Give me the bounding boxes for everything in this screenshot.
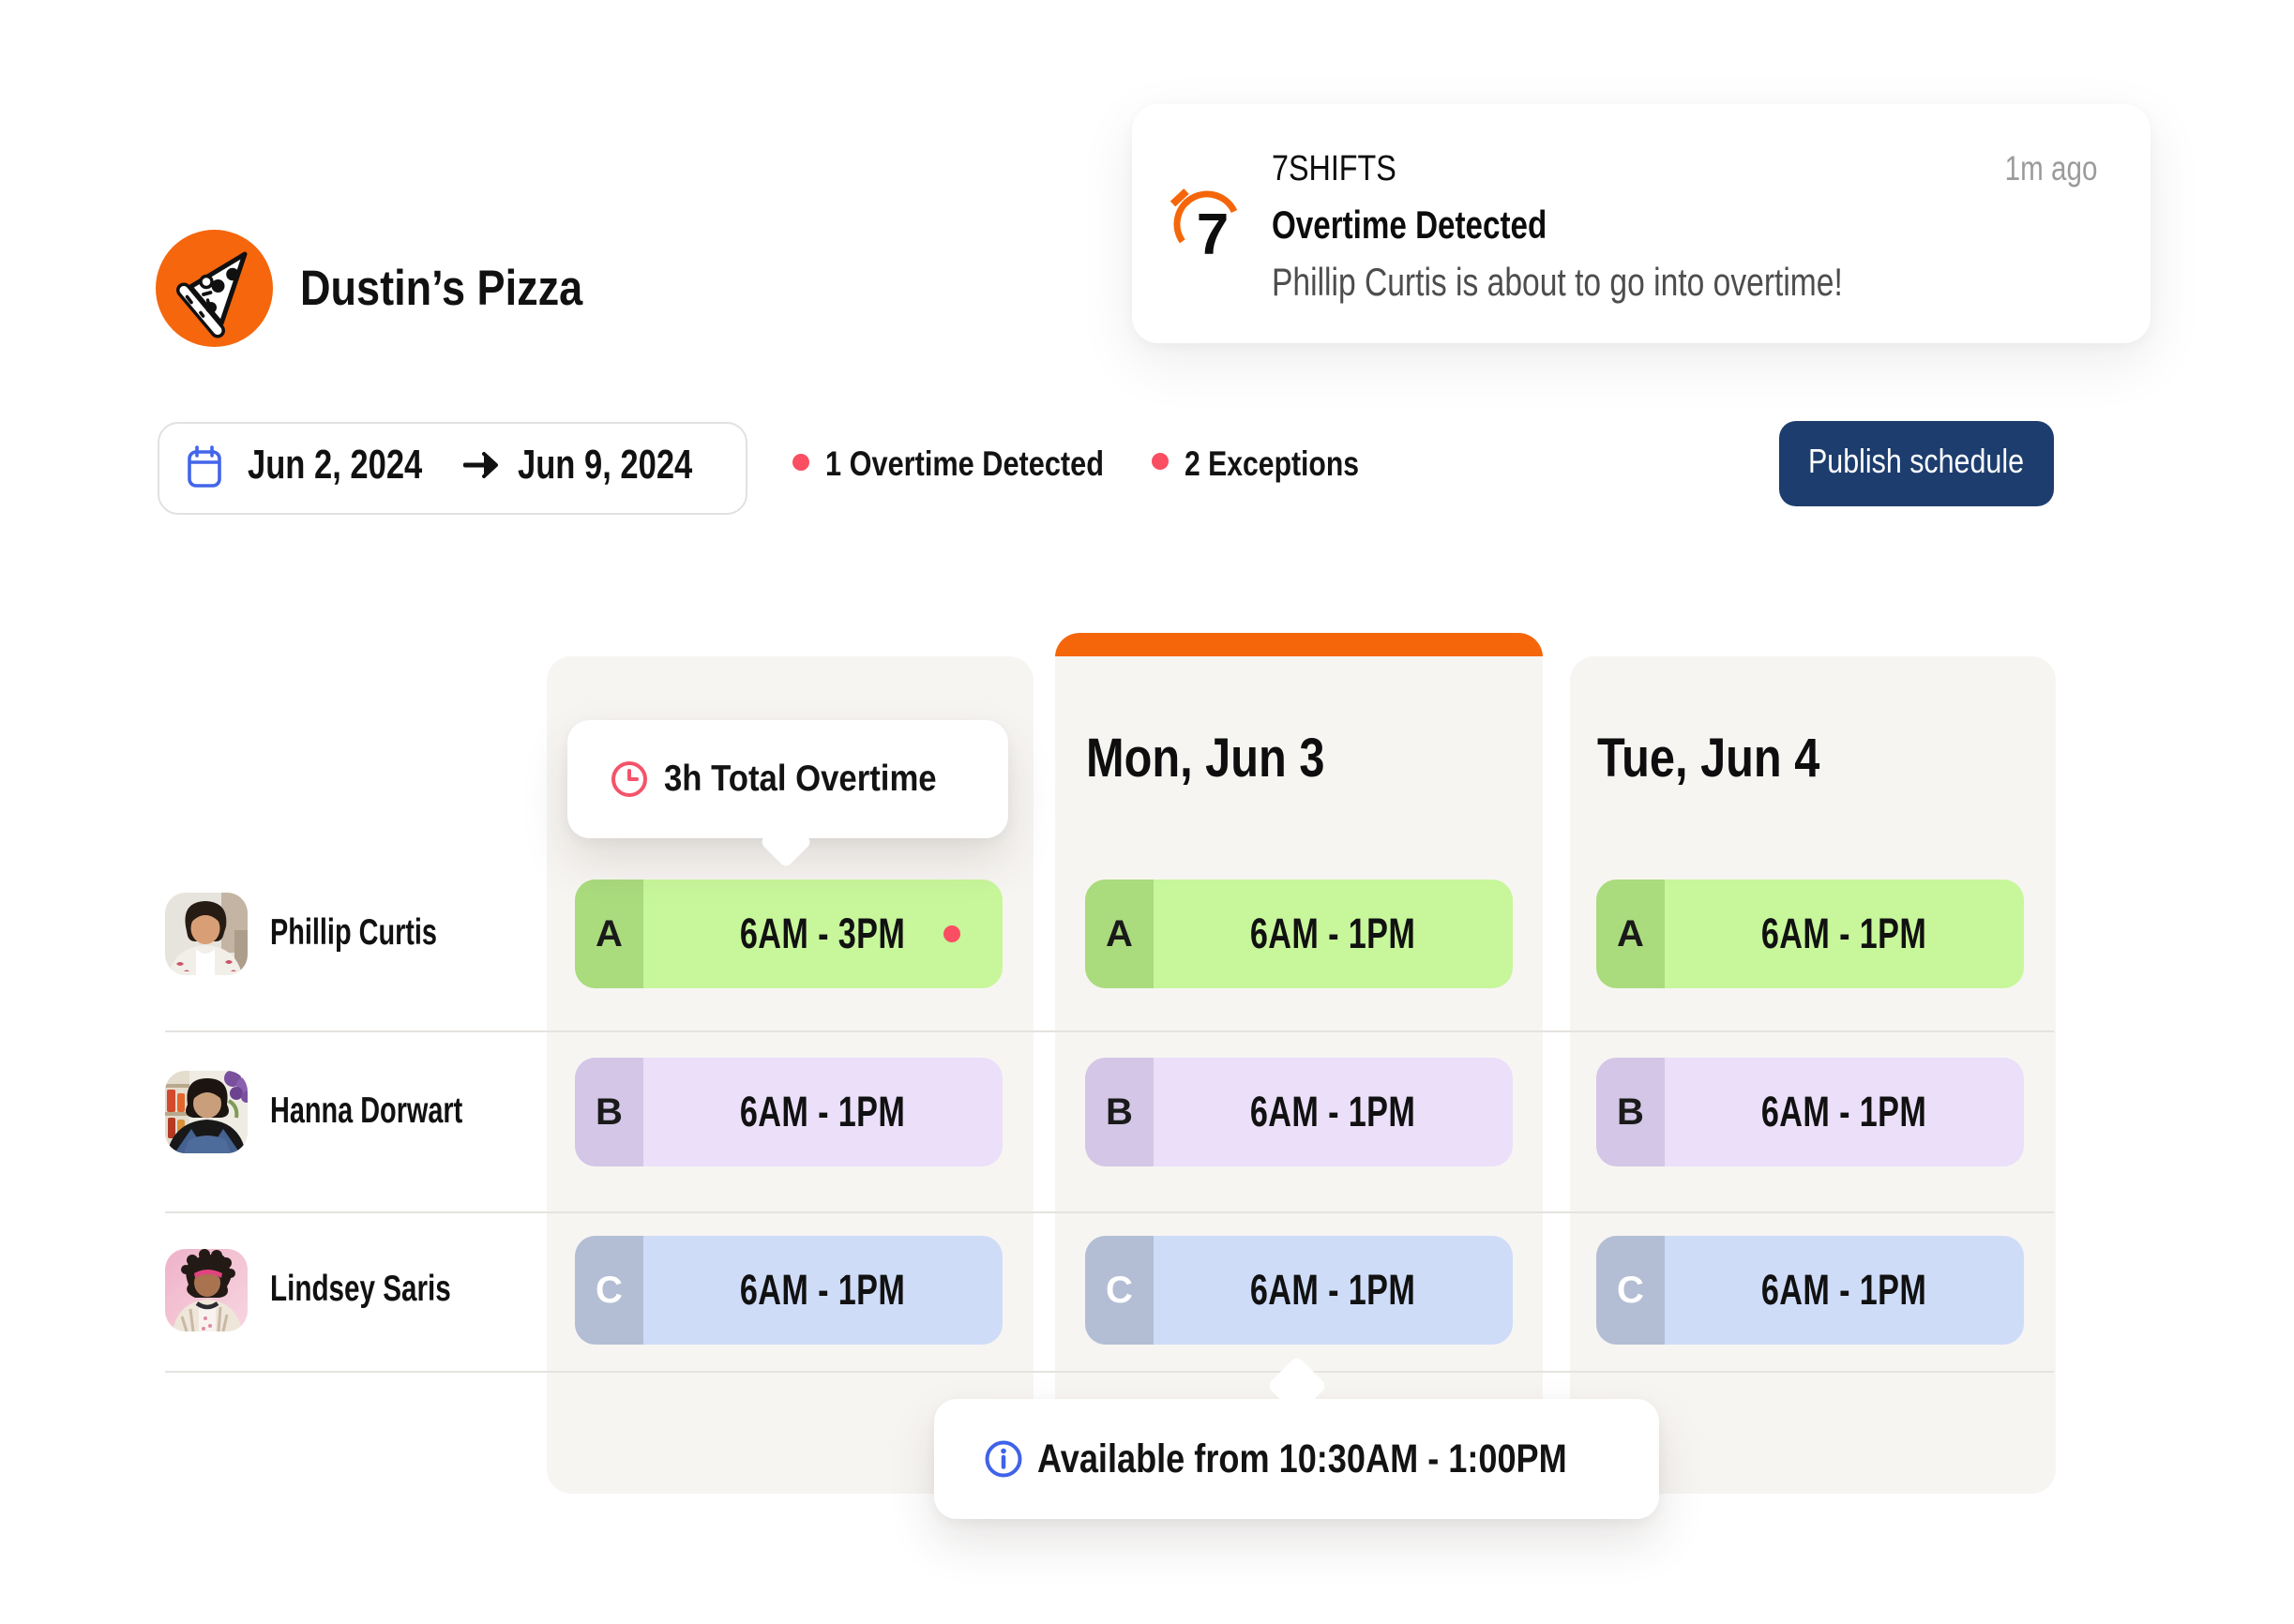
svg-text:7: 7 (1197, 203, 1229, 255)
